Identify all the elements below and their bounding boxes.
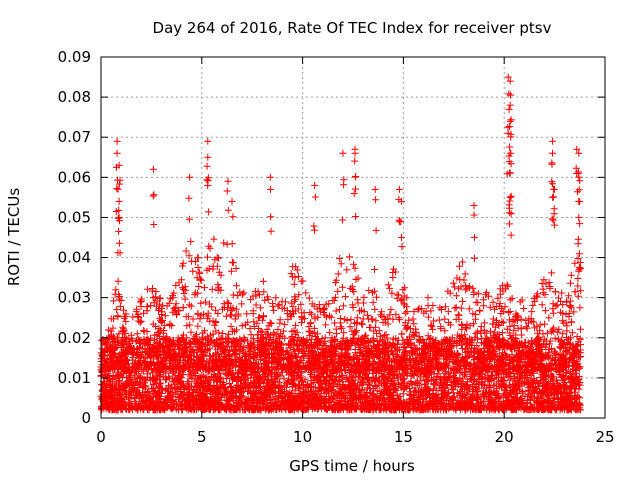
x-tick-label: 15 [394,428,413,446]
y-tick-label: 0.01 [58,369,91,387]
y-tick-label: 0.07 [58,128,91,146]
plot-frame [100,56,606,419]
y-tick-label: 0.03 [58,289,91,307]
x-tick-label: 20 [495,428,514,446]
x-tick-label: 0 [96,428,106,446]
x-tick-label: 25 [595,428,614,446]
y-tick-label: 0.08 [58,88,91,106]
x-tick-label: 10 [293,428,312,446]
y-tick-label: 0 [81,409,91,427]
y-axis-label: ROTI / TECUs [5,188,23,286]
x-tick-label: 5 [197,428,207,446]
roti-series-points [97,73,585,414]
y-tick-label: 0.09 [58,48,91,66]
scatter-points [97,73,585,414]
y-tick-label: 0.02 [58,329,91,347]
y-tick-label: 0.05 [58,208,91,226]
y-tick-label: 0.04 [58,249,91,267]
axis-ticks: 0 0.01 0.02 0.03 0.04 0.05 0.06 0.07 0.08 0.09 0 5 1… [58,48,615,446]
y-tick-label: 0.06 [58,168,91,186]
chart-title: Day 264 of 2016, Rate Of TEC Index for r… [153,19,552,37]
x-axis-label: GPS time / hours [289,457,415,475]
